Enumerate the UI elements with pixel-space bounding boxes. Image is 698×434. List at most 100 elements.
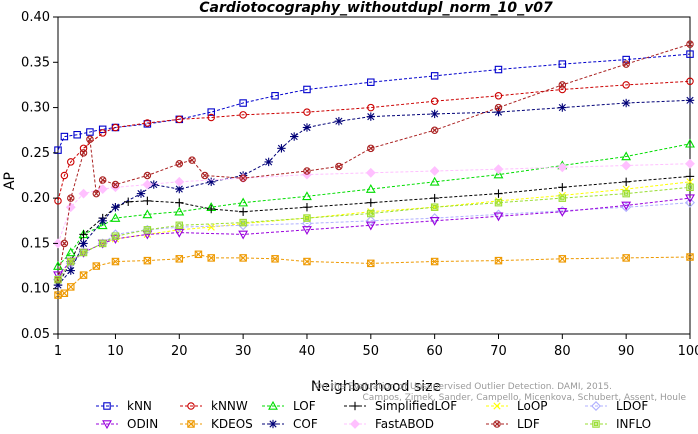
x-tick-label: 20	[171, 344, 188, 359]
data-point	[302, 226, 312, 235]
data-point	[175, 221, 184, 230]
y-axis-title: AP	[2, 172, 18, 190]
y-tick-label: 0.40	[21, 10, 50, 25]
data-point	[53, 260, 63, 270]
y-tick-label: 0.25	[21, 146, 50, 161]
series-line-FastABOD	[57, 163, 691, 244]
data-point	[558, 81, 567, 89]
data-point	[67, 194, 75, 202]
data-point	[92, 262, 101, 270]
data-point	[60, 239, 69, 248]
legend-label: SimplifiedLOF	[375, 399, 457, 413]
series-LOF	[53, 138, 695, 270]
series-kNNW	[54, 77, 694, 205]
x-tick-label: 80	[554, 344, 571, 359]
data-point	[98, 125, 107, 134]
data-point	[557, 162, 568, 173]
data-point	[494, 92, 503, 100]
data-point	[621, 202, 632, 213]
data-point	[98, 239, 107, 248]
data-point	[79, 239, 88, 248]
legend-marker	[103, 402, 111, 410]
legend-item-SimplifiedLOF: SimplifiedLOF	[344, 399, 457, 413]
data-point	[558, 183, 567, 192]
data-point	[142, 179, 153, 190]
legend-marker	[187, 420, 195, 428]
data-point	[142, 209, 153, 219]
data-point	[621, 151, 632, 161]
data-point	[685, 194, 695, 204]
data-point	[194, 250, 203, 259]
credit-line-2: On the Evaluation of Unsupervised Outlie…	[315, 382, 612, 392]
data-point	[558, 60, 567, 68]
data-point	[97, 184, 108, 194]
data-point	[622, 189, 630, 198]
data-point	[430, 126, 439, 134]
data-point	[622, 55, 630, 64]
data-point	[686, 77, 694, 86]
data-point	[238, 207, 248, 216]
data-point	[271, 92, 279, 100]
data-point	[366, 112, 376, 121]
data-point	[239, 111, 247, 119]
data-point	[54, 275, 62, 284]
data-point	[175, 115, 184, 124]
data-point	[621, 177, 631, 187]
data-point	[174, 206, 185, 216]
data-point	[685, 158, 695, 169]
data-point	[622, 81, 630, 89]
legend-item-LOF: LOF	[262, 399, 316, 413]
data-point	[66, 266, 75, 275]
data-point	[365, 167, 376, 178]
y-tick-label: 0.20	[21, 191, 50, 206]
data-point	[430, 72, 439, 80]
data-point	[143, 171, 152, 180]
data-point	[238, 230, 249, 240]
legend-item-LDOF: LDOF	[585, 399, 648, 413]
data-point	[493, 169, 504, 179]
data-point	[494, 256, 503, 265]
legend-marker	[268, 419, 278, 429]
y-tick-label: 0.15	[21, 236, 50, 251]
legend-label: COF	[293, 417, 318, 431]
data-point	[207, 113, 215, 122]
series-kNN	[54, 50, 694, 154]
y-tick-label: 0.10	[21, 282, 50, 297]
series-LDF	[54, 40, 694, 284]
legend-item-kNN: kNN	[96, 399, 152, 413]
legend-marker	[493, 402, 501, 410]
data-point	[188, 156, 196, 164]
data-point	[622, 185, 630, 193]
credit: Campos, Zimek, Sander, Campello, Micenko…	[315, 382, 687, 403]
data-point	[558, 194, 567, 202]
data-point	[239, 218, 247, 227]
data-point	[111, 180, 120, 189]
legend-label: LDOF	[616, 399, 648, 413]
legend-item-KDEOS: KDEOS	[180, 417, 253, 431]
data-point	[111, 232, 120, 240]
legend-marker	[187, 402, 195, 410]
data-point	[264, 157, 273, 167]
legend-label: ODIN	[127, 417, 158, 431]
legend-label: FastABOD	[375, 417, 434, 431]
series-KDEOS	[54, 250, 694, 299]
data-point	[65, 202, 76, 213]
y-tick-label: 0.35	[21, 55, 50, 70]
data-point	[92, 189, 101, 198]
data-point	[124, 197, 133, 206]
data-point	[67, 257, 75, 266]
legend-item-COF: COF	[262, 417, 318, 431]
data-point	[365, 183, 376, 193]
data-point	[621, 160, 632, 171]
legend-item-LDF: LDF	[486, 417, 540, 431]
legend-marker	[350, 419, 360, 429]
series-COF	[53, 96, 695, 290]
data-point	[335, 162, 343, 171]
data-point	[207, 204, 216, 214]
legend-marker	[493, 420, 501, 428]
data-point	[494, 198, 503, 207]
series-line-kNN	[57, 53, 691, 151]
data-point	[302, 123, 312, 132]
data-point	[302, 191, 312, 201]
data-point	[65, 247, 76, 257]
